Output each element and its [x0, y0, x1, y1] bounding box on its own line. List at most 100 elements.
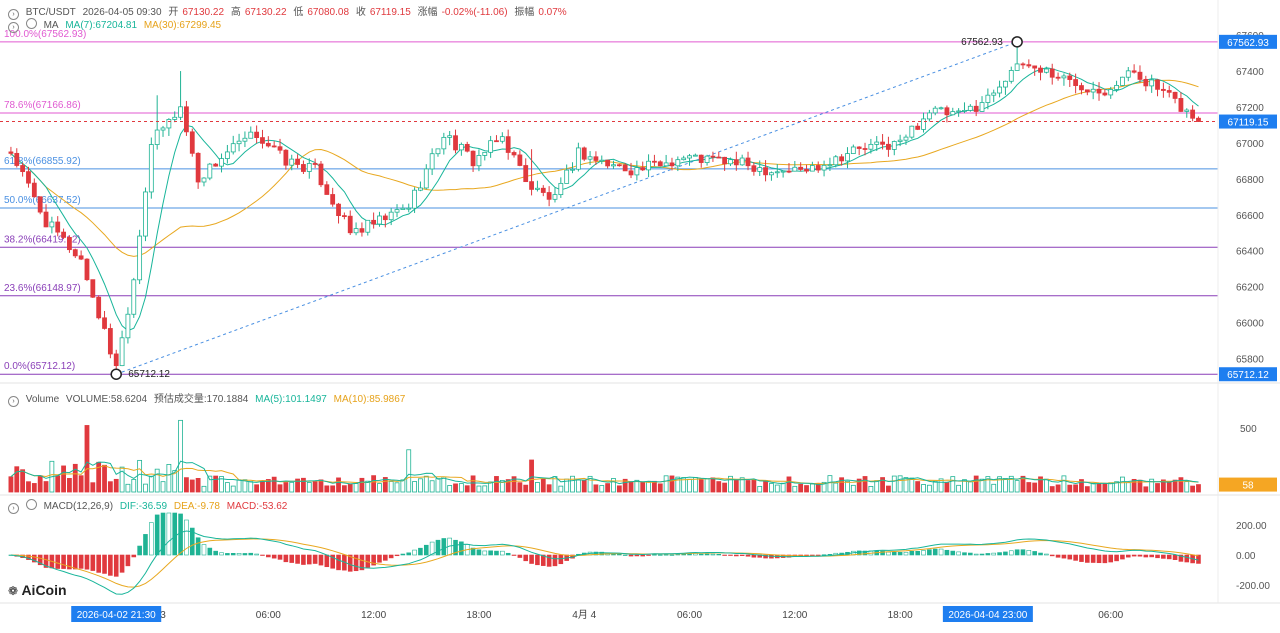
candle-body: [903, 136, 909, 141]
candle-body: [921, 118, 926, 130]
volume-bar: [891, 475, 897, 493]
macd-histogram-bar: [78, 554, 84, 569]
macd-histogram-bar: [459, 541, 464, 556]
volume-bar: [581, 479, 587, 493]
candle-body: [1143, 78, 1149, 87]
candle-body: [1014, 63, 1020, 71]
candle-body: [716, 156, 722, 159]
macd-histogram-bar: [37, 554, 43, 566]
candle-body: [347, 215, 353, 234]
candle-body: [815, 165, 821, 171]
macd-histogram-bar: [944, 549, 950, 556]
change-label: 涨幅: [417, 7, 438, 18]
macd-histogram-bar: [856, 550, 862, 556]
candle-body: [400, 207, 406, 210]
volume-bar: [640, 481, 646, 493]
volume-bar: [845, 480, 850, 493]
volume-bar: [798, 483, 804, 493]
macd-histogram-bar: [1073, 554, 1078, 561]
macd-histogram-bar: [546, 554, 552, 567]
ma-legend: › MA MA(7):67204.81 MA(30):67299.45: [8, 18, 225, 33]
macd-histogram-bar: [207, 547, 213, 556]
bell-icon[interactable]: [25, 499, 37, 510]
volume-bar: [1190, 485, 1196, 493]
candle-body: [8, 151, 14, 154]
collapse-icon[interactable]: ›: [8, 9, 19, 20]
macd-toggle-icon[interactable]: ›: [8, 503, 19, 514]
candle-body: [652, 160, 657, 163]
candle-body: [377, 215, 382, 225]
candle-body: [224, 151, 230, 159]
volume-bar: [394, 482, 400, 493]
price-tick-label: 67400: [1236, 67, 1264, 78]
volume-bar: [1055, 484, 1061, 493]
eye-icon[interactable]: [25, 18, 37, 29]
volume-bar: [809, 483, 815, 493]
volume-bar: [295, 478, 300, 493]
candle-body: [131, 279, 137, 315]
macd-histogram-bar: [640, 554, 646, 557]
macd-histogram-bar: [1172, 554, 1178, 560]
candle-body: [43, 211, 49, 228]
symbol-label: BTC/USDT: [25, 7, 76, 18]
candle-body: [26, 171, 31, 184]
volume-bar: [8, 476, 14, 493]
volume-bar: [131, 478, 137, 493]
macd-histogram-bar: [891, 551, 897, 556]
volume-bar: [675, 476, 681, 493]
macd-histogram-bar: [236, 553, 242, 556]
candle-body: [997, 86, 1002, 94]
candle-body: [763, 167, 768, 176]
candle-body: [517, 154, 523, 166]
price-tag-box: [1219, 114, 1277, 129]
time-axis-label: 06:00: [677, 610, 702, 621]
ma-toggle-icon[interactable]: ›: [8, 22, 19, 33]
macd-legend: › MACD(12,26,9) DIF:-36.59 DEA:-9.78 MAC…: [8, 499, 291, 514]
candle-body: [622, 164, 628, 172]
candle-body: [107, 328, 113, 355]
ma7-value: MA(7):67204.81: [65, 20, 138, 31]
macd-histogram-bar: [517, 554, 523, 558]
candle-body: [991, 92, 997, 96]
volume-bar: [535, 482, 540, 493]
volume-bar: [301, 477, 306, 493]
macd-histogram-bar: [488, 550, 493, 556]
candle-body: [119, 337, 125, 367]
candle-body: [804, 169, 809, 172]
volume-bar: [733, 479, 739, 493]
volume-bar: [1026, 482, 1032, 493]
volume-bar: [1178, 477, 1184, 493]
candle-body: [1003, 80, 1008, 88]
macd-histogram-bar: [55, 554, 61, 569]
volume-toggle-icon[interactable]: ›: [8, 396, 19, 407]
candle-body: [786, 170, 792, 173]
candle-body: [552, 194, 558, 200]
volume-bar: [558, 485, 564, 493]
volume-bar: [628, 481, 634, 493]
volume-bar: [143, 483, 148, 493]
volume-bar: [757, 485, 763, 493]
volume-bar: [593, 484, 599, 493]
macd-histogram-bar: [880, 550, 885, 556]
candle-body: [55, 221, 61, 233]
candle-body: [657, 161, 663, 167]
macd-histogram-bar: [909, 550, 915, 556]
volume-ma10: MA(10):85.9867: [333, 394, 406, 405]
candle-body: [1172, 91, 1178, 99]
datetime-label: 2026-04-05 09:30: [82, 7, 162, 18]
candle-body: [476, 155, 482, 167]
candle-body: [90, 279, 96, 298]
macd-histogram-bar: [131, 554, 137, 558]
volume-bar: [921, 484, 926, 493]
macd-histogram-bar: [1102, 554, 1108, 564]
candle-body: [184, 106, 189, 133]
candle-body: [540, 187, 546, 193]
macd-histogram-bar: [441, 538, 447, 556]
candle-body: [932, 107, 938, 114]
candle-body: [353, 228, 359, 234]
fib-level-label: 100.0%(67562.93): [4, 29, 86, 40]
candle-body: [1043, 68, 1049, 73]
candle-body: [283, 149, 289, 166]
macd-histogram-bar: [1125, 554, 1131, 558]
candle-body: [1137, 71, 1143, 80]
